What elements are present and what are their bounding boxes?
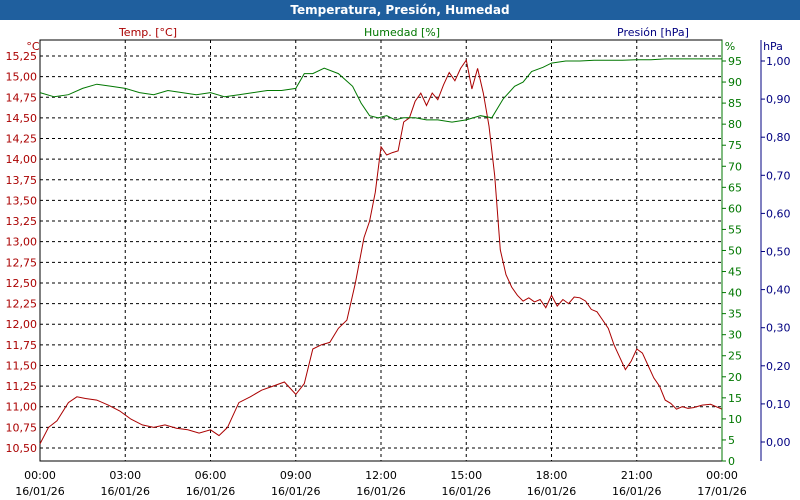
pres-tick-label: 1,00	[766, 55, 791, 68]
temp-tick-label: 11,50	[6, 359, 38, 372]
hum-tick-label: 95	[728, 55, 742, 68]
hum-tick-label: 90	[728, 76, 742, 89]
pres-axis-title: Presión [hPa]	[617, 26, 689, 39]
hum-tick-label: 65	[728, 181, 742, 194]
temp-tick-label: 12,50	[6, 277, 38, 290]
temp-tick-label: 12,75	[6, 256, 38, 269]
pres-tick-label: 0,50	[766, 246, 791, 259]
hum-tick-label: 45	[728, 266, 742, 279]
x-tick-time: 00:00	[24, 469, 56, 482]
temp-tick-label: 14,50	[6, 112, 38, 125]
x-tick-time: 00:00	[706, 469, 738, 482]
x-tick-date: 16/01/26	[612, 485, 661, 498]
x-tick-date: 16/01/26	[271, 485, 320, 498]
pres-tick-label: 0,10	[766, 398, 791, 411]
x-tick-time: 06:00	[195, 469, 227, 482]
x-tick-time: 03:00	[109, 469, 141, 482]
temp-tick-label: 13,50	[6, 194, 38, 207]
hum-tick-label: 85	[728, 97, 742, 110]
x-tick-date: 16/01/26	[186, 485, 235, 498]
axes: 10,50 10,75 11,00 11,25 11,50 11,75 12,00 12,25…	[6, 40, 791, 498]
hum-tick-label: 70	[728, 160, 742, 173]
temp-tick-label: 10,75	[6, 421, 38, 434]
temp-tick-label: 15,25	[6, 50, 38, 63]
temp-tick-label: 15,00	[6, 71, 38, 84]
hum-tick-label: 50	[728, 244, 742, 257]
x-tick-time: 09:00	[280, 469, 312, 482]
hum-unit: %	[725, 40, 735, 53]
temp-axis-title: Temp. [°C]	[118, 26, 177, 39]
x-tick-date: 16/01/26	[15, 485, 64, 498]
pres-tick-label: 0,30	[766, 322, 791, 335]
temp-tick-label: 11,25	[6, 380, 38, 393]
grid	[39, 39, 723, 462]
pres-tick-label: 0,20	[766, 360, 791, 373]
hum-tick-label: 25	[728, 350, 742, 363]
pres-tick-label: 0,70	[766, 169, 791, 182]
temp-tick-label: 14,00	[6, 153, 38, 166]
pres-tick-label: 0,80	[766, 131, 791, 144]
hum-tick-label: 75	[728, 139, 742, 152]
pres-tick-label: 0,60	[766, 207, 791, 220]
pres-tick-label: 0,90	[766, 93, 791, 106]
temp-tick-label: 14,25	[6, 133, 38, 146]
hum-tick-label: 10	[728, 413, 742, 426]
temp-tick-label: 14,75	[6, 91, 38, 104]
x-tick-date: 17/01/26	[697, 485, 746, 498]
temp-series-line	[39, 58, 723, 445]
hum-tick-label: 0	[728, 455, 735, 468]
chart: 10,50 10,75 11,00 11,25 11,50 11,75 12,00 12,25…	[6, 26, 791, 498]
x-tick-date: 16/01/26	[527, 485, 576, 498]
temp-tick-label: 11,75	[6, 339, 38, 352]
temp-tick-label: 13,00	[6, 236, 38, 249]
hum-tick-label: 60	[728, 202, 742, 215]
temp-tick-label: 12,00	[6, 318, 38, 331]
series-layer	[39, 58, 723, 445]
x-tick-date: 16/01/26	[101, 485, 150, 498]
pres-tick-label: 0,40	[766, 284, 791, 297]
temp-tick-label: 13,75	[6, 174, 38, 187]
hum-tick-label: 80	[728, 118, 742, 131]
x-tick-time: 12:00	[365, 469, 397, 482]
pres-unit: hPa	[763, 40, 783, 53]
x-tick-date: 16/01/26	[356, 485, 405, 498]
hum-tick-label: 5	[728, 434, 735, 447]
hum-tick-label: 55	[728, 223, 742, 236]
temp-unit: °C	[26, 40, 40, 53]
pres-tick-label: 0,00	[766, 436, 791, 449]
x-tick-date: 16/01/26	[442, 485, 491, 498]
hum-series-line	[39, 58, 722, 123]
temp-tick-label: 10,50	[6, 442, 38, 455]
hum-tick-label: 35	[728, 308, 742, 321]
hum-tick-label: 20	[728, 371, 742, 384]
temp-tick-label: 12,25	[6, 298, 38, 311]
temp-tick-label: 13,25	[6, 215, 38, 228]
hum-tick-label: 30	[728, 329, 742, 342]
hum-axis-title: Humedad [%]	[364, 26, 440, 39]
chart-title: Temperatura, Presión, Humedad	[0, 0, 800, 20]
hum-tick-label: 40	[728, 287, 742, 300]
x-tick-time: 15:00	[450, 469, 482, 482]
hum-tick-label: 15	[728, 392, 742, 405]
temp-tick-label: 11,00	[6, 401, 38, 414]
x-tick-time: 21:00	[621, 469, 653, 482]
x-tick-time: 18:00	[536, 469, 568, 482]
